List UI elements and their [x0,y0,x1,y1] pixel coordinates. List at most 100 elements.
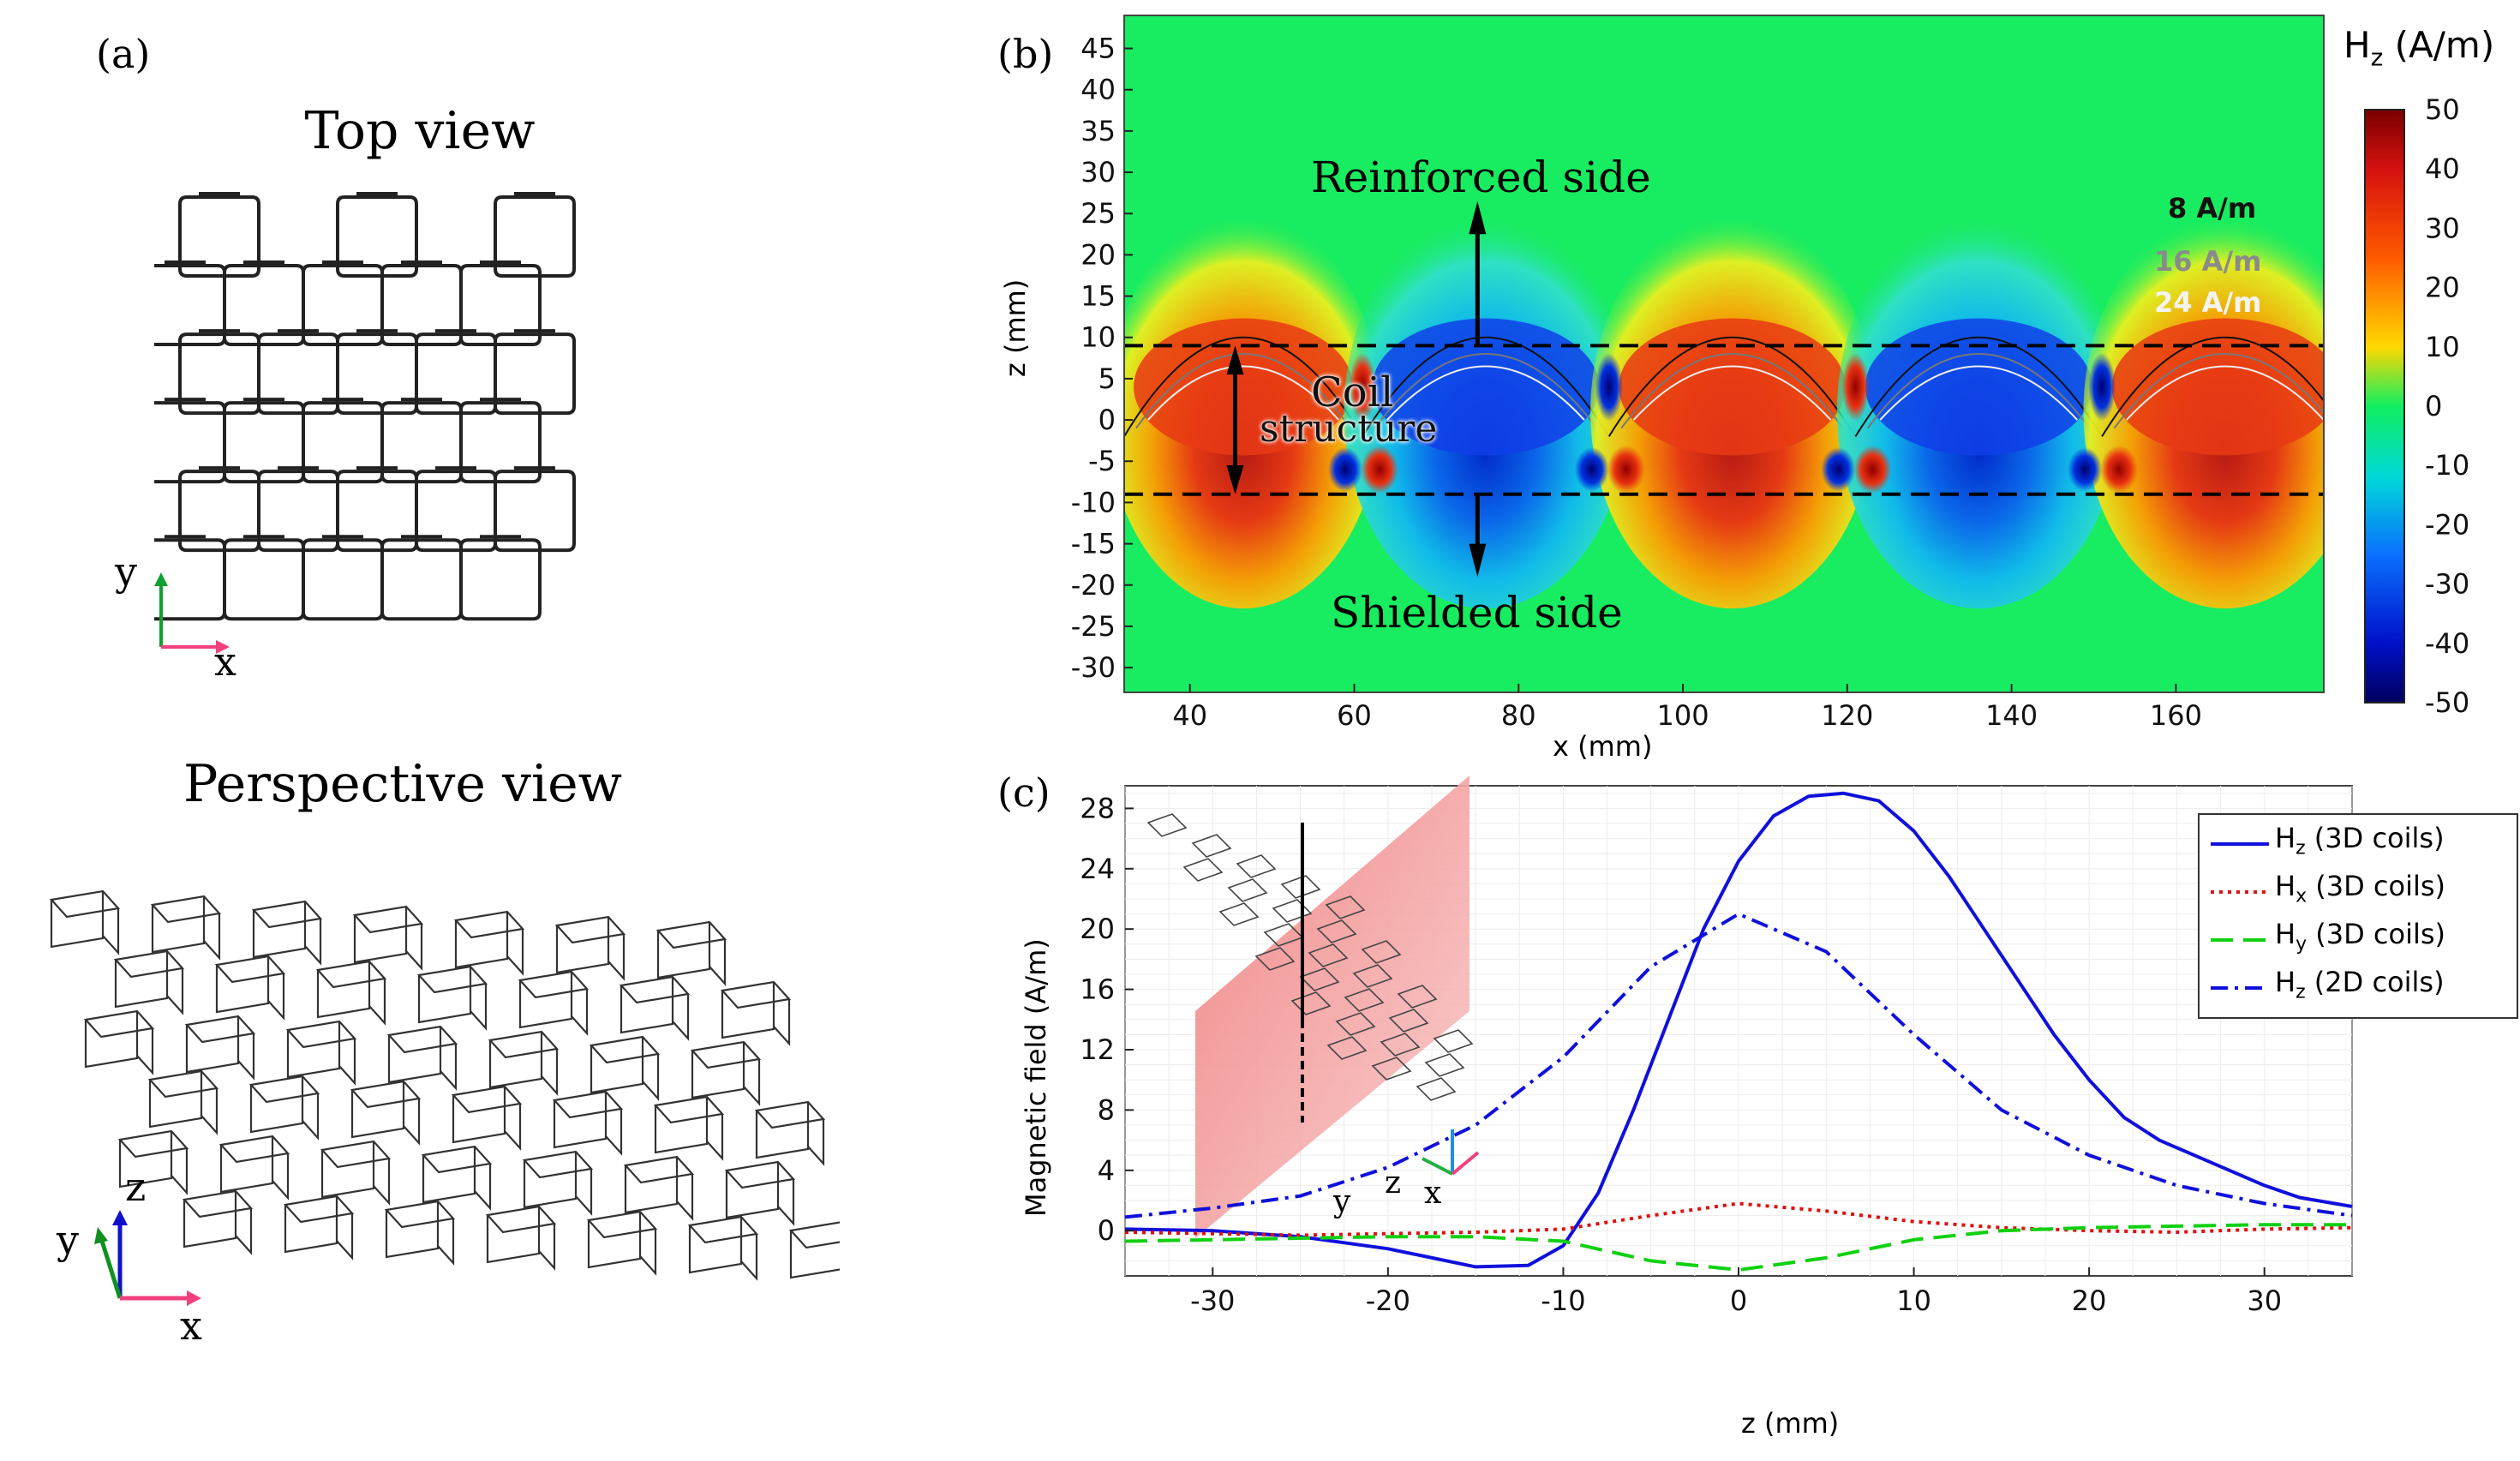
perspective-axes [94,1210,201,1306]
legend-hy-3d-rest: (3D coils) [2307,918,2446,950]
coil-unit-edge [267,973,285,1021]
coil-unit-side [417,967,472,1024]
contour-8 [1854,336,2103,437]
inset-coil-cell [1272,899,1313,923]
contour-24 [2126,365,2324,421]
contour-24 [1147,365,1340,421]
coil-unit-top [754,1100,826,1129]
y-tick-label: 10 [1080,321,1116,354]
magnetic-field-line-chart: -30 -20 -10 0 10 20 30 0 4 8 12 16 20 24 28 [1080,775,2518,1317]
legend-box [2198,813,2518,1019]
coil-unit-top [251,900,323,929]
inset-coil-cell [1280,875,1321,899]
field-core [1372,318,1600,456]
legend-entry-hz-3d: Hz (3D coils) [2275,822,2445,859]
x-tick-label: 40 [1172,699,1207,732]
coil-unit-side [353,907,408,964]
coil-unit-edge [403,1099,421,1146]
panel-c-label: (c) [997,769,1050,816]
coil-unit-top [522,1150,594,1179]
top-axis-x-label: x [214,638,236,685]
coil-cell [494,470,576,553]
coil-unit-side [523,1152,578,1209]
coil-unit-side [590,1037,644,1094]
inset-coil-cell [1344,988,1385,1012]
coil-unit-top [687,1215,759,1244]
inset-coil-cell [1191,834,1232,858]
coil-unit-top [485,1205,557,1234]
colorbar-tick-label: 30 [2425,212,2460,244]
coil-unit-top [724,1160,796,1189]
coil-edge-spot-pos [2100,445,2139,494]
colorbar-title-unit: (A/m) [2394,24,2495,66]
coil-unit-top [518,970,590,999]
y-tick-label: -20 [1071,569,1116,602]
legend-hx-3d-sub: x [2296,885,2308,907]
hz-field-heatmap: 40 60 80 100 120 140 160454035302520151050-5-1… [1071,15,2469,732]
y-tick-label: -25 [1071,610,1116,643]
coil-unit-top [421,1145,493,1174]
coil-unit-top [283,1195,355,1224]
coil-unit-top [384,1200,456,1229]
x-tick-label: 100 [1657,699,1709,732]
colorbar-tick-label: 40 [2425,153,2460,185]
coil-unit-top [788,1221,840,1249]
contour-label-24: 24 A/m [2154,286,2262,319]
coil-unit-side [320,1141,375,1199]
coil-unit-side [249,1076,304,1134]
heatmap-xlabel: x (mm) [1553,730,1653,763]
coil-cell [459,538,542,621]
shielded-arrow-head [1469,543,1487,578]
inset-coil-cell [1326,1036,1368,1060]
coil-unit-edge [336,1213,354,1260]
coil-unit-side [654,1097,709,1154]
reinforced-arrow-head [1469,201,1487,235]
coil-unit-top [720,980,792,1009]
coil-unit-side [721,982,775,1039]
coil-unit-edge [102,908,120,955]
coil-unit-top [248,1075,320,1104]
y-tick-label: -5 [1088,445,1116,477]
legend-hy-3d-main: H [2275,918,2296,950]
coil-unit-side [185,1016,240,1074]
legend-hx-3d-main: H [2275,870,2296,902]
y-tick-label: 45 [1080,33,1116,65]
coil-unit-side [422,1147,476,1204]
coil-unit-top [83,1009,155,1039]
coil-unit-top [315,960,387,989]
coil-unit-edge [373,1159,391,1206]
coil-unit-side [50,891,105,949]
x-tick-label: 140 [1985,699,2038,732]
x-tick-label: -30 [1190,1284,1235,1317]
inset-coil-cell [1325,895,1366,919]
colorbar-title: Hz (A/m) [2343,24,2494,71]
coil-cell [459,401,542,484]
legend-entry-hz-2d: Hz (2D coils) [2275,966,2445,1003]
inset-cut-plane [1195,775,1470,1238]
contour-24 [1386,365,1585,421]
series-line [1124,791,2353,1269]
coil-unit-edge [538,1224,556,1271]
contour-16 [1620,353,1844,429]
coil-edge-spot-pos [1853,445,1892,494]
coil-unit-edge [235,1208,253,1255]
colorbar-tick-label: 0 [2425,390,2442,422]
y-tick-label: 20 [1080,238,1116,271]
persp-axis-x-label: x [180,1302,202,1349]
field-core [1619,318,1846,456]
field-core [1865,318,2092,456]
coil-unit-edge [504,1104,522,1151]
inset-axis-x [1451,1151,1480,1176]
coil-unit-edge [302,1093,320,1141]
coil-unit-top [586,1210,658,1239]
colorbar-tick-label: 50 [2425,93,2460,126]
coil-unit-side [725,1162,780,1219]
coil-unit-edge [166,968,184,1015]
legend-entry-hx-3d: Hx (3D coils) [2275,870,2445,907]
y-tick-label: 8 [1098,1093,1115,1126]
y-tick-label: 0 [1098,1214,1115,1247]
colorbar-tick-label: -40 [2425,627,2469,660]
coil-unit-side [555,917,610,974]
coil-unit-side [84,1011,139,1069]
coil-cell [459,264,542,347]
